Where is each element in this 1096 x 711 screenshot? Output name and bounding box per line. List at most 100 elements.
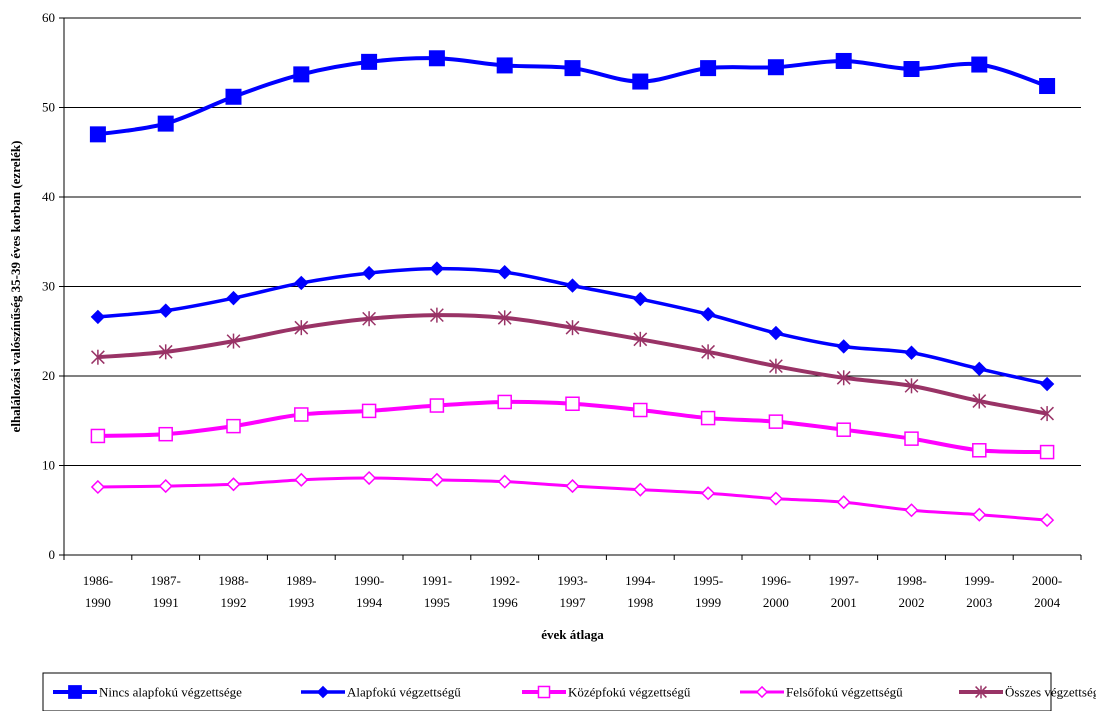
- data-point: [226, 333, 241, 349]
- data-point: [158, 479, 173, 494]
- data-point: [768, 414, 784, 429]
- x-axis-title: évek átlaga: [541, 627, 604, 642]
- data-point: [565, 320, 580, 336]
- y-axis-title: elhalálozási valószínűség 35-39 éves kor…: [8, 141, 23, 433]
- y-tick-label: 60: [42, 10, 55, 25]
- x-tick-label: 1994-1998: [625, 573, 655, 610]
- data-point: [836, 339, 851, 354]
- data-point: [903, 61, 920, 78]
- data-point: [497, 310, 512, 326]
- x-tick-label: 1988-1992: [218, 573, 248, 610]
- data-point: [971, 56, 988, 73]
- series-group: [89, 50, 1056, 528]
- x-tick-label: 1992-1996: [490, 573, 520, 610]
- data-point: [1039, 444, 1055, 460]
- legend-entry: Középfokú végzettségű: [522, 685, 691, 700]
- data-point: [972, 443, 987, 458]
- legend-entry: Felsőfokú végzettségű: [740, 685, 903, 700]
- x-tick-labels: 1986-1990 1987-1991 1988-1992 1989-1993 1990…: [83, 573, 1063, 610]
- legend-marker: [316, 685, 330, 699]
- data-point: [361, 265, 377, 281]
- data-point: [836, 495, 851, 510]
- series-5: [90, 307, 1055, 422]
- data-point: [701, 486, 716, 501]
- legend-label: Alapfokú végzettségű: [347, 685, 461, 700]
- data-point: [632, 73, 649, 90]
- axes: [59, 17, 1082, 560]
- data-point: [700, 410, 716, 426]
- data-point: [972, 361, 987, 377]
- legend-label: Nincs alapfokú végzettsége: [99, 685, 242, 700]
- data-point: [428, 50, 445, 67]
- data-point: [497, 474, 512, 489]
- x-tick-label: 1987-1991: [151, 573, 181, 610]
- data-point: [226, 477, 241, 492]
- data-point: [768, 325, 784, 341]
- series-1: [89, 50, 1056, 143]
- x-tick-label: 1989-1993: [286, 573, 316, 610]
- data-point: [90, 349, 105, 365]
- data-point: [904, 503, 919, 518]
- data-point: [904, 378, 919, 394]
- data-point: [362, 311, 377, 327]
- data-point: [294, 275, 309, 291]
- data-point: [768, 358, 783, 374]
- x-tick-label: 2000-2004: [1032, 573, 1062, 610]
- data-point: [158, 303, 173, 318]
- data-point: [904, 345, 919, 360]
- data-point: [768, 491, 783, 506]
- data-point: [294, 320, 309, 336]
- data-point: [1040, 513, 1055, 528]
- data-point: [836, 422, 851, 437]
- data-point: [767, 59, 784, 76]
- data-point: [361, 53, 378, 70]
- x-tick-label: 1999-2003: [964, 573, 994, 610]
- legend-marker: [755, 685, 769, 699]
- data-point: [496, 57, 513, 74]
- y-tick-label: 50: [42, 100, 55, 115]
- data-point: [972, 393, 987, 409]
- data-point: [429, 307, 444, 323]
- data-point: [225, 88, 242, 105]
- data-point: [836, 370, 851, 386]
- data-point: [700, 60, 717, 77]
- legend-entry: Alapfokú végzettségű: [301, 685, 461, 700]
- data-point: [633, 482, 648, 497]
- legend-entry: Összes végzettség: [959, 685, 1096, 700]
- data-point: [904, 431, 919, 446]
- data-point: [226, 290, 241, 306]
- y-tick-labels: 0 10 20 30 40 50 60: [42, 10, 55, 562]
- data-point: [361, 403, 377, 419]
- data-point: [701, 344, 716, 360]
- series-3: [90, 394, 1055, 460]
- data-point: [429, 472, 444, 487]
- data-point: [89, 126, 106, 143]
- data-point: [429, 261, 445, 276]
- x-tick-label: 1990-1994: [354, 573, 384, 610]
- legend-marker: [537, 685, 551, 699]
- data-point: [1039, 78, 1056, 95]
- data-point: [1039, 376, 1055, 392]
- data-point: [157, 115, 174, 132]
- x-tick-label: 1991-1995: [422, 573, 452, 610]
- data-point: [90, 428, 106, 444]
- legend-marker: [68, 685, 82, 699]
- legend-entry: Nincs alapfokú végzettsége: [53, 685, 242, 700]
- x-tick-label: 1993-1997: [557, 573, 587, 610]
- data-point: [158, 426, 173, 442]
- data-point: [633, 331, 648, 347]
- data-point: [700, 307, 716, 322]
- data-point: [226, 418, 241, 434]
- data-point: [564, 60, 581, 77]
- y-tick-label: 20: [42, 368, 55, 383]
- data-point: [293, 66, 310, 83]
- data-point: [633, 291, 648, 307]
- x-tick-label: 1986-1990: [83, 573, 113, 610]
- legend-label: Felsőfokú végzettségű: [786, 685, 903, 700]
- y-tick-label: 40: [42, 189, 55, 204]
- data-point: [972, 507, 987, 522]
- x-tick-label: 1996-2000: [761, 573, 791, 610]
- data-point: [565, 479, 580, 494]
- y-tick-label: 10: [42, 458, 55, 473]
